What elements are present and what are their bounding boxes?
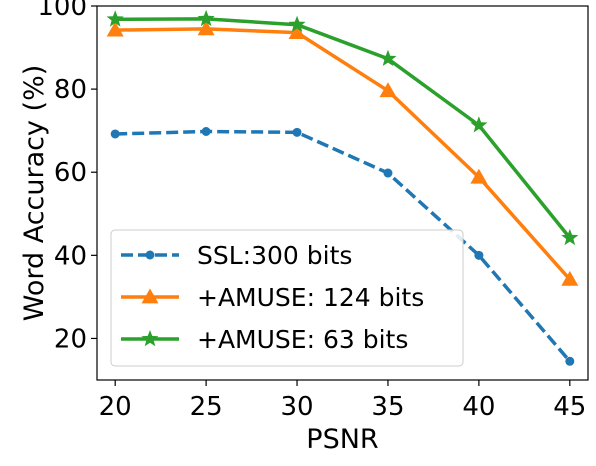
legend-entry: SSL:300 bits [121,241,352,270]
legend-marker [145,250,155,260]
data-point [110,129,120,139]
x-tick-label: 45 [553,392,586,422]
data-point [565,356,575,366]
x-tick-label: 30 [280,392,313,422]
x-tick-label: 35 [371,392,404,422]
legend-entry: +AMUSE: 63 bits [121,325,408,354]
data-point [470,168,488,184]
y-tick-label: 80 [54,75,87,105]
x-tick-label: 40 [462,392,495,422]
y-tick-label: 40 [54,241,87,271]
data-point [288,15,306,32]
data-point [106,21,124,37]
data-point [292,127,302,137]
data-point [288,24,306,39]
series-3 [106,9,579,246]
data-point [197,9,215,27]
x-tick-label: 20 [99,392,132,422]
y-tick-label: 60 [54,158,87,188]
data-point [106,10,124,27]
legend-label: SSL:300 bits [197,241,352,270]
data-point [201,126,211,136]
x-tick-label: 25 [190,392,223,422]
data-point [470,116,488,133]
legend-label: +AMUSE: 124 bits [197,283,424,312]
series-line [115,129,572,363]
legend-box [110,229,464,367]
y-tick-label: 100 [37,0,87,22]
plot-frame [96,5,589,381]
legend: SSL:300 bits +AMUSE: 124 bits +AMUSE: 63 b… [110,229,464,367]
y-tick-label: 20 [54,324,87,354]
data-point [197,20,215,36]
data-point [561,270,579,286]
data-point [379,82,397,98]
series-line [115,17,572,239]
data-point [561,228,579,246]
series-1 [110,126,575,366]
ticks-layer: 20 25 30 35 40 45 20 40 60 80 100 [37,0,586,422]
legend-marker [141,330,159,347]
legend-marker [141,288,159,304]
data-point [379,49,397,67]
data-point [474,250,484,260]
series-layer [106,9,579,366]
data-point [383,168,393,178]
series-2 [106,20,579,286]
x-axis-label: PSNR [306,424,378,455]
y-axis-label: Word Accuracy (%) [19,65,50,322]
legend-label: +AMUSE: 63 bits [197,325,408,354]
series-line [115,27,572,281]
legend-entry: +AMUSE: 124 bits [121,283,424,312]
